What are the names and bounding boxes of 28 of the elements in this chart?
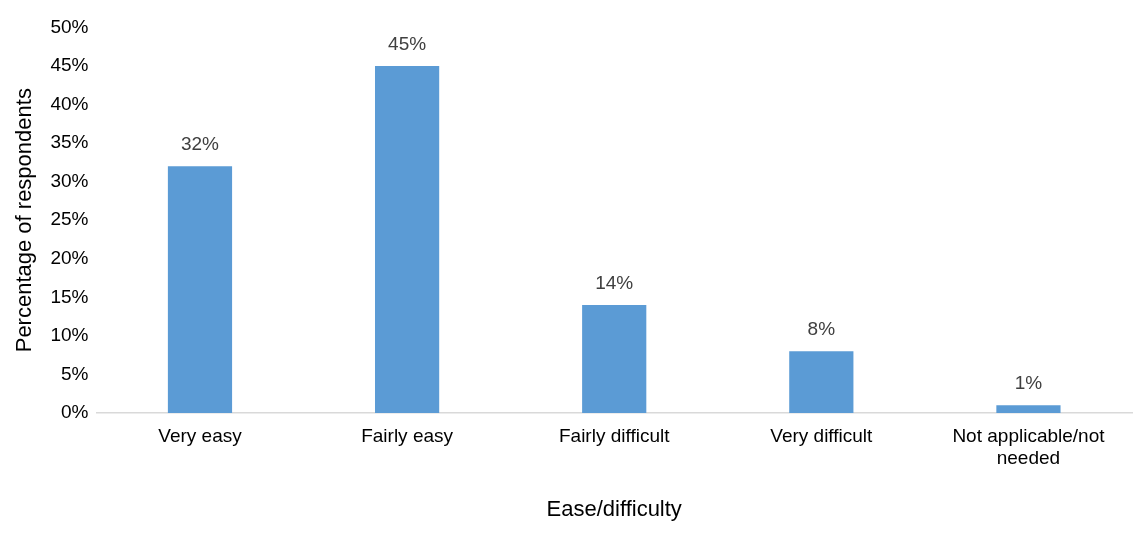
- y-tick-label: 20%: [50, 246, 89, 268]
- y-tick-label: 35%: [50, 131, 89, 153]
- x-tick-label: Not applicable/not needed: [952, 424, 1106, 469]
- y-tick-label: 15%: [50, 285, 89, 307]
- bar: [375, 65, 440, 413]
- data-label: 32%: [180, 132, 220, 154]
- y-tick-label: 30%: [50, 169, 89, 191]
- y-tick-label: 25%: [50, 208, 89, 230]
- bar: [582, 305, 647, 413]
- x-tick-label: Very easy: [158, 424, 243, 446]
- data-label: 45%: [388, 32, 427, 54]
- x-axis-title: Ease/difficulty: [546, 495, 682, 521]
- y-tick-label: 50%: [50, 15, 89, 37]
- y-tick-label: 5%: [60, 362, 89, 384]
- x-tick-label: Fairly difficult: [558, 424, 671, 446]
- data-label: 8%: [807, 318, 836, 340]
- y-tick-label: 40%: [50, 92, 89, 114]
- bar: [789, 351, 854, 413]
- y-tick-label: 10%: [50, 324, 89, 346]
- x-tick-label: Very difficult: [770, 424, 874, 446]
- x-tick-label: Fairly easy: [361, 424, 454, 446]
- y-tick-label: 0%: [60, 401, 89, 423]
- bar: [996, 405, 1061, 413]
- bar: [167, 166, 233, 413]
- y-axis-title: Percentage of respondents: [11, 88, 37, 353]
- data-label: 14%: [595, 271, 634, 293]
- y-tick-label: 45%: [50, 54, 89, 76]
- data-label: 1%: [1014, 372, 1043, 394]
